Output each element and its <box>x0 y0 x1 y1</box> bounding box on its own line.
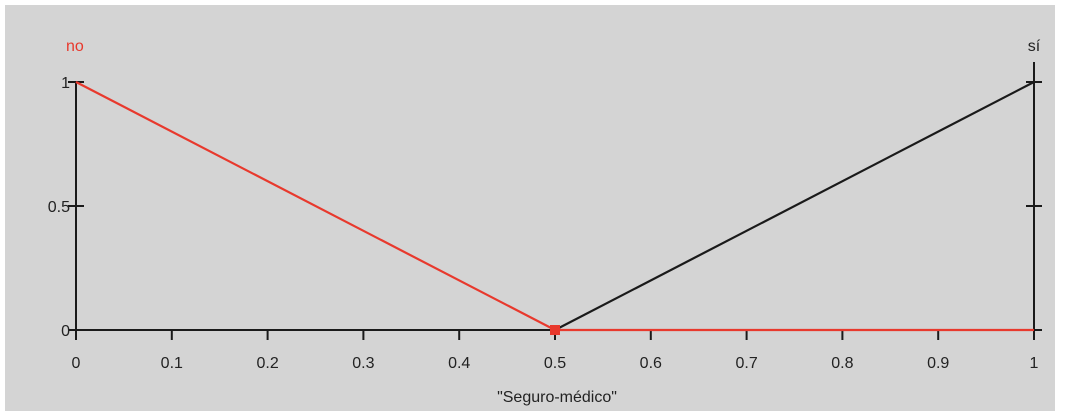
x-tick-label: 0.2 <box>256 355 278 372</box>
series-layer <box>75 81 1035 335</box>
y-tick-label: 1 <box>61 75 70 92</box>
labels-layer: no sí "Seguro-médico" <box>66 38 1041 406</box>
x-tick-label: 0.7 <box>735 355 757 372</box>
series-label-no: no <box>66 38 84 55</box>
x-tick-label: 0.1 <box>161 355 183 372</box>
series-label-si: sí <box>1028 38 1041 55</box>
x-tick-label: 0.5 <box>544 355 566 372</box>
x-tick-label: 0 <box>72 355 81 372</box>
y-tick-label: 0 <box>61 323 70 340</box>
chart-panel <box>5 5 1055 411</box>
x-tick-label: 0.9 <box>927 355 949 372</box>
x-tick-label: 0.4 <box>448 355 470 372</box>
x-tick-label: 0.8 <box>831 355 853 372</box>
x-tick-label: 1 <box>1030 355 1039 372</box>
series-line-si <box>554 81 1035 331</box>
axes: 0 0.1 0.2 0.3 0.4 0.5 0.6 0.7 0.8 0.9 1 0 0.5 1 <box>48 62 1042 372</box>
x-tick-label: 0.6 <box>640 355 662 372</box>
y-tick-label: 0.5 <box>48 199 70 216</box>
intersection-marker <box>550 325 560 335</box>
series-line-no <box>75 81 1034 332</box>
x-axis-title: "Seguro-médico" <box>497 389 617 406</box>
x-tick-label: 0.3 <box>352 355 374 372</box>
